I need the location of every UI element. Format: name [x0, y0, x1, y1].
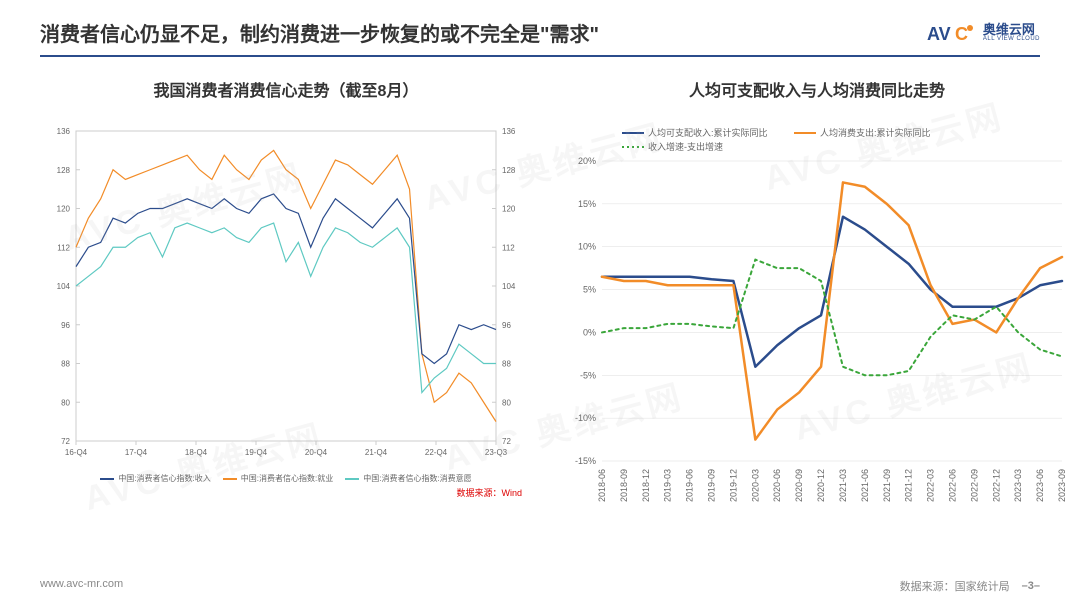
- logo-text: 奥维云网: [983, 23, 1040, 36]
- legend-item: 中国:消费者信心指数:消费意愿: [345, 473, 471, 484]
- left-chart-panel: 我国消费者消费信心走势（截至8月） 72 72 80 80 88 88 96 96 104 104…: [40, 77, 532, 516]
- svg-text:19-Q4: 19-Q4: [245, 448, 268, 457]
- svg-text:收入增速-支出增速: 收入增速-支出增速: [648, 141, 723, 152]
- svg-text:128: 128: [57, 166, 71, 175]
- svg-text:2019-12: 2019-12: [728, 469, 738, 502]
- svg-text:15%: 15%: [578, 199, 596, 209]
- svg-text:96: 96: [502, 321, 511, 330]
- svg-text:88: 88: [502, 360, 511, 369]
- svg-text:80: 80: [502, 398, 511, 407]
- svg-text:21-Q4: 21-Q4: [365, 448, 388, 457]
- svg-text:2020-06: 2020-06: [772, 469, 782, 502]
- legend-swatch: [223, 478, 237, 480]
- svg-text:23-Q3: 23-Q3: [485, 448, 508, 457]
- logo-icon: AV C: [927, 20, 977, 46]
- header: 消费者信心仍显不足，制约消费进一步恢复的或不完全是"需求" AV C 奥维云网 …: [0, 0, 1080, 55]
- svg-text:5%: 5%: [583, 285, 596, 295]
- svg-text:AV: AV: [927, 24, 951, 44]
- svg-text:2019-06: 2019-06: [685, 469, 695, 502]
- svg-text:2021-09: 2021-09: [882, 469, 892, 502]
- right-chart-svg: -15% -10% -5% 0% 5% 10% 15% 20% 2018-06 2018-09 20…: [562, 121, 1072, 516]
- svg-text:18-Q4: 18-Q4: [185, 448, 208, 457]
- svg-text:112: 112: [57, 243, 70, 252]
- left-chart-box: 72 72 80 80 88 88 96 96 104 104 112 112 120 120 128 128…: [40, 121, 532, 499]
- svg-text:2022-03: 2022-03: [926, 469, 936, 502]
- page-title: 消费者信心仍显不足，制约消费进一步恢复的或不完全是"需求": [40, 18, 599, 47]
- right-chart-panel: 人均可支配收入与人均消费同比走势 -15% -10% -5% 0% 5% 10% 15% 20…: [562, 77, 1072, 516]
- svg-text:2020-09: 2020-09: [794, 469, 804, 502]
- footer: www.avc-mr.com 数据来源：国家统计局 –3–: [0, 578, 1080, 594]
- right-chart-box: -15% -10% -5% 0% 5% 10% 15% 20% 2018-06 2018-09 20…: [562, 121, 1072, 516]
- svg-text:人均可支配收入:累计实际同比: 人均可支配收入:累计实际同比: [648, 127, 768, 138]
- svg-text:2022-06: 2022-06: [947, 469, 957, 502]
- svg-text:2022-09: 2022-09: [969, 469, 979, 502]
- svg-text:2021-03: 2021-03: [838, 469, 848, 502]
- svg-text:104: 104: [502, 282, 516, 291]
- svg-text:2018-09: 2018-09: [619, 469, 629, 502]
- svg-text:96: 96: [61, 321, 70, 330]
- legend-label: 中国:消费者信心指数:收入: [118, 473, 210, 484]
- legend-label: 中国:消费者信心指数:就业: [241, 473, 333, 484]
- left-chart-legend: 中国:消费者信心指数:收入 中国:消费者信心指数:就业 中国:消费者信心指数:消费意…: [40, 473, 532, 484]
- legend-swatch: [100, 478, 114, 480]
- footer-source: 数据来源：国家统计局: [900, 578, 1010, 594]
- header-divider: [40, 55, 1040, 57]
- svg-text:136: 136: [57, 127, 71, 136]
- legend-label: 中国:消费者信心指数:消费意愿: [363, 473, 471, 484]
- svg-text:120: 120: [57, 205, 71, 214]
- svg-text:20-Q4: 20-Q4: [305, 448, 328, 457]
- legend-swatch: [345, 478, 359, 480]
- svg-text:136: 136: [502, 127, 516, 136]
- svg-text:-15%: -15%: [575, 456, 596, 466]
- svg-text:16-Q4: 16-Q4: [65, 448, 88, 457]
- svg-text:2022-12: 2022-12: [991, 469, 1001, 502]
- content: 我国消费者消费信心走势（截至8月） 72 72 80 80 88 88 96 96 104 104…: [0, 77, 1080, 516]
- svg-text:2018-12: 2018-12: [641, 469, 651, 502]
- svg-text:2019-03: 2019-03: [663, 469, 673, 502]
- svg-text:10%: 10%: [578, 242, 596, 252]
- right-chart-title: 人均可支配收入与人均消费同比走势: [562, 77, 1072, 101]
- svg-text:C: C: [955, 24, 968, 44]
- svg-text:72: 72: [61, 437, 70, 446]
- svg-text:120: 120: [502, 205, 516, 214]
- svg-text:72: 72: [502, 437, 511, 446]
- svg-text:2023-09: 2023-09: [1057, 469, 1067, 502]
- svg-text:2020-12: 2020-12: [816, 469, 826, 502]
- left-chart-title: 我国消费者消费信心走势（截至8月）: [40, 77, 532, 101]
- svg-text:2020-03: 2020-03: [750, 469, 760, 502]
- logo-text-block: 奥维云网 ALL VIEW CLOUD: [983, 23, 1040, 42]
- svg-text:-10%: -10%: [575, 413, 596, 423]
- svg-text:0%: 0%: [583, 327, 596, 337]
- footer-url: www.avc-mr.com: [40, 578, 123, 594]
- svg-text:人均消费支出:累计实际同比: 人均消费支出:累计实际同比: [820, 127, 931, 138]
- svg-text:2023-03: 2023-03: [1013, 469, 1023, 502]
- svg-text:2023-06: 2023-06: [1035, 469, 1045, 502]
- footer-right: 数据来源：国家统计局 –3–: [900, 578, 1040, 594]
- svg-text:88: 88: [61, 360, 70, 369]
- svg-text:104: 104: [57, 282, 71, 291]
- legend-item: 中国:消费者信心指数:收入: [100, 473, 210, 484]
- svg-text:112: 112: [502, 243, 515, 252]
- svg-text:80: 80: [61, 398, 70, 407]
- page-number: –3–: [1022, 580, 1040, 592]
- left-chart-svg: 72 72 80 80 88 88 96 96 104 104 112 112 120 120 128 128…: [40, 121, 532, 469]
- logo: AV C 奥维云网 ALL VIEW CLOUD: [927, 20, 1040, 46]
- svg-text:2021-06: 2021-06: [860, 469, 870, 502]
- logo-subtext: ALL VIEW CLOUD: [983, 36, 1040, 42]
- svg-text:2019-09: 2019-09: [707, 469, 717, 502]
- svg-text:2018-06: 2018-06: [597, 469, 607, 502]
- svg-text:22-Q4: 22-Q4: [425, 448, 448, 457]
- svg-text:2021-12: 2021-12: [904, 469, 914, 502]
- left-chart-source: 数据来源：Wind: [40, 486, 532, 499]
- svg-text:-5%: -5%: [580, 370, 596, 380]
- svg-text:20%: 20%: [578, 156, 596, 166]
- legend-item: 中国:消费者信心指数:就业: [223, 473, 333, 484]
- svg-text:128: 128: [502, 166, 516, 175]
- svg-text:17-Q4: 17-Q4: [125, 448, 148, 457]
